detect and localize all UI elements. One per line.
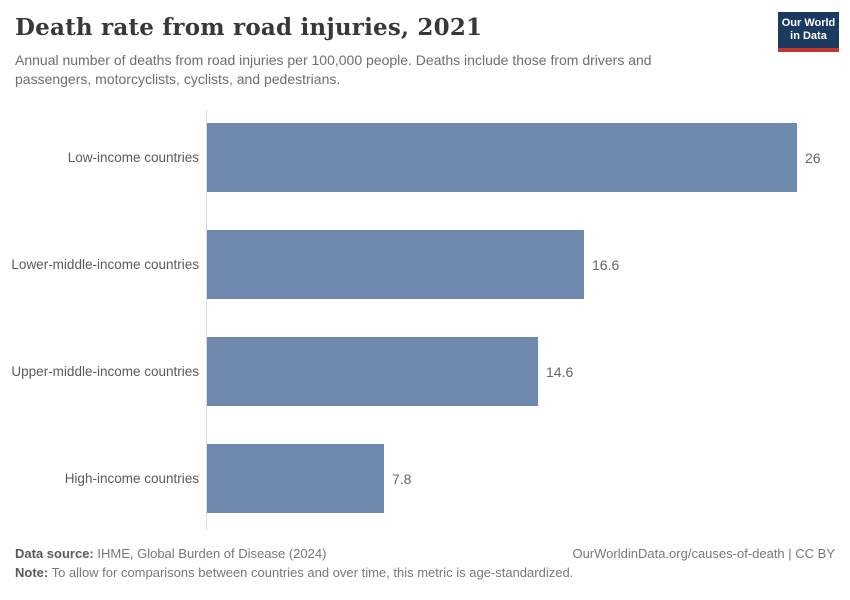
bar-row: Lower-middle-income countries 16.6 [0,230,850,299]
value-label: 26 [805,149,821,166]
data-source: Data source: IHME, Global Burden of Dise… [15,546,326,561]
bar-chart: Low-income countries 26 Lower-middle-incom… [0,110,850,530]
bar[interactable] [207,444,384,513]
owid-logo-line1: Our World [781,17,836,29]
y-axis-line [206,110,207,530]
value-label: 7.8 [392,470,412,487]
note: Note: To allow for comparisons between c… [15,565,835,580]
data-source-value: IHME, Global Burden of Disease (2024) [93,546,327,561]
chart-title: Death rate from road injuries, 2021 [15,14,483,41]
value-label: 16.6 [592,256,620,273]
chart-footer: Data source: IHME, Global Burden of Dise… [15,546,835,580]
owid-logo[interactable]: Our World in Data [778,12,839,52]
category-label: Low-income countries [67,150,199,165]
owid-logo-line2: in Data [790,30,827,42]
note-value: To allow for comparisons between countri… [48,565,574,580]
chart-subtitle: Annual number of deaths from road injuri… [15,52,652,87]
value-label: 14.6 [546,363,574,380]
note-label: Note: [15,565,49,580]
bar[interactable] [207,123,797,192]
credit-link[interactable]: OurWorldinData.org/causes-of-death | CC … [572,546,835,561]
data-source-label: Data source: [15,546,94,561]
category-label: High-income countries [64,471,199,486]
category-label: Lower-middle-income countries [11,257,199,272]
bar-row: Upper-middle-income countries 14.6 [0,337,850,406]
chart-header: Death rate from road injuries, 2021 Annu… [15,14,835,89]
bar-row: Low-income countries 26 [0,123,850,192]
bar[interactable] [207,337,538,406]
bar-row: High-income countries 7.8 [0,444,850,513]
category-label: Upper-middle-income countries [11,364,199,379]
bar[interactable] [207,230,584,299]
